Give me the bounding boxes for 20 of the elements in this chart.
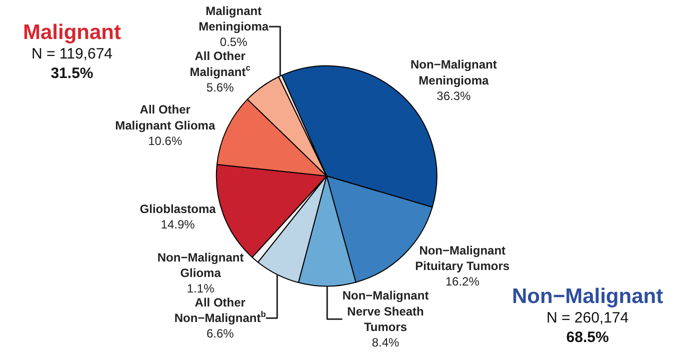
slice-label: All Other Malignant$^{c}$	[190, 49, 251, 79]
slice-label: All Other Non−Malignant$^{b}$	[174, 295, 266, 326]
data-label: 36.3%	[436, 88, 472, 103]
slice-label: Non−Malignant Pituitary Tumors	[415, 244, 510, 274]
data-label: 8.4%	[372, 336, 400, 350]
text: Non−Malignant N = 260,174 68.5%	[512, 285, 664, 346]
data-label: 16.2%	[445, 274, 480, 289]
slice-label: Non−Malignant Glioma	[157, 250, 244, 280]
data-label: 14.9%	[160, 218, 196, 232]
data-label: 6.6%	[206, 326, 234, 341]
slice-label: All Other Malignant Glioma	[115, 102, 216, 132]
slice-label: Non−Malignant Nerve Sheath Tumors	[342, 288, 429, 334]
data-label: 0.5%	[220, 35, 248, 50]
data-label: 1.1%	[186, 281, 215, 296]
slice-label: Malignant Meningioma	[198, 4, 269, 34]
slice-label: Glioblastoma	[140, 202, 216, 216]
data-label: 10.6%	[148, 134, 182, 148]
slice-label: Non−Malignant Meningioma	[410, 58, 497, 88]
text: Malignant N = 119,674 31.5%	[23, 21, 122, 82]
data-label: 5.6%	[206, 80, 234, 94]
